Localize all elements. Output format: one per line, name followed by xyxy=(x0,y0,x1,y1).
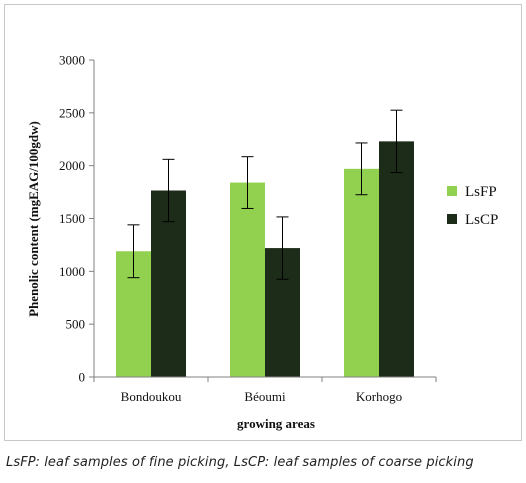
bars-layer xyxy=(116,141,414,377)
x-tick-label-2: Korhogo xyxy=(356,389,402,404)
y-axis-title: Phenolic content (mgEAG/100gdw) xyxy=(26,121,41,317)
error-bars-layer xyxy=(127,109,403,280)
x-axis-title: growing areas xyxy=(237,416,315,431)
y-tick-label-5: 2500 xyxy=(59,105,85,120)
bar-lscp-2 xyxy=(379,141,414,377)
bar-lsfp-1 xyxy=(230,182,265,377)
y-tick-label-4: 2000 xyxy=(59,158,85,173)
legend-swatch-lsfp xyxy=(447,186,457,196)
legend-swatch-lscp xyxy=(447,214,457,224)
x-tick-label-1: Béoumi xyxy=(244,389,286,404)
legend-label-lscp: LsCP xyxy=(465,212,498,228)
bar-chart: 0 500 1000 1500 2000 2500 3000 Bondoukou Béoumi K… xyxy=(26,53,498,432)
x-tick-label-0: Bondoukou xyxy=(121,389,182,404)
y-tick-label-1: 500 xyxy=(66,317,86,332)
axes-layer: 0 500 1000 1500 2000 2500 3000 Bondoukou Béoumi K… xyxy=(59,53,437,404)
figure-caption: LsFP: leaf samples of fine picking, LsCP… xyxy=(6,455,474,470)
legend: LsFP LsCP xyxy=(447,184,498,228)
y-tick-label-6: 3000 xyxy=(59,53,85,68)
y-tick-label-2: 1000 xyxy=(59,264,85,279)
bar-lsfp-2 xyxy=(344,168,379,377)
legend-label-lsfp: LsFP xyxy=(465,184,497,200)
y-tick-label-3: 1500 xyxy=(59,211,85,226)
y-tick-label-0: 0 xyxy=(79,370,86,385)
